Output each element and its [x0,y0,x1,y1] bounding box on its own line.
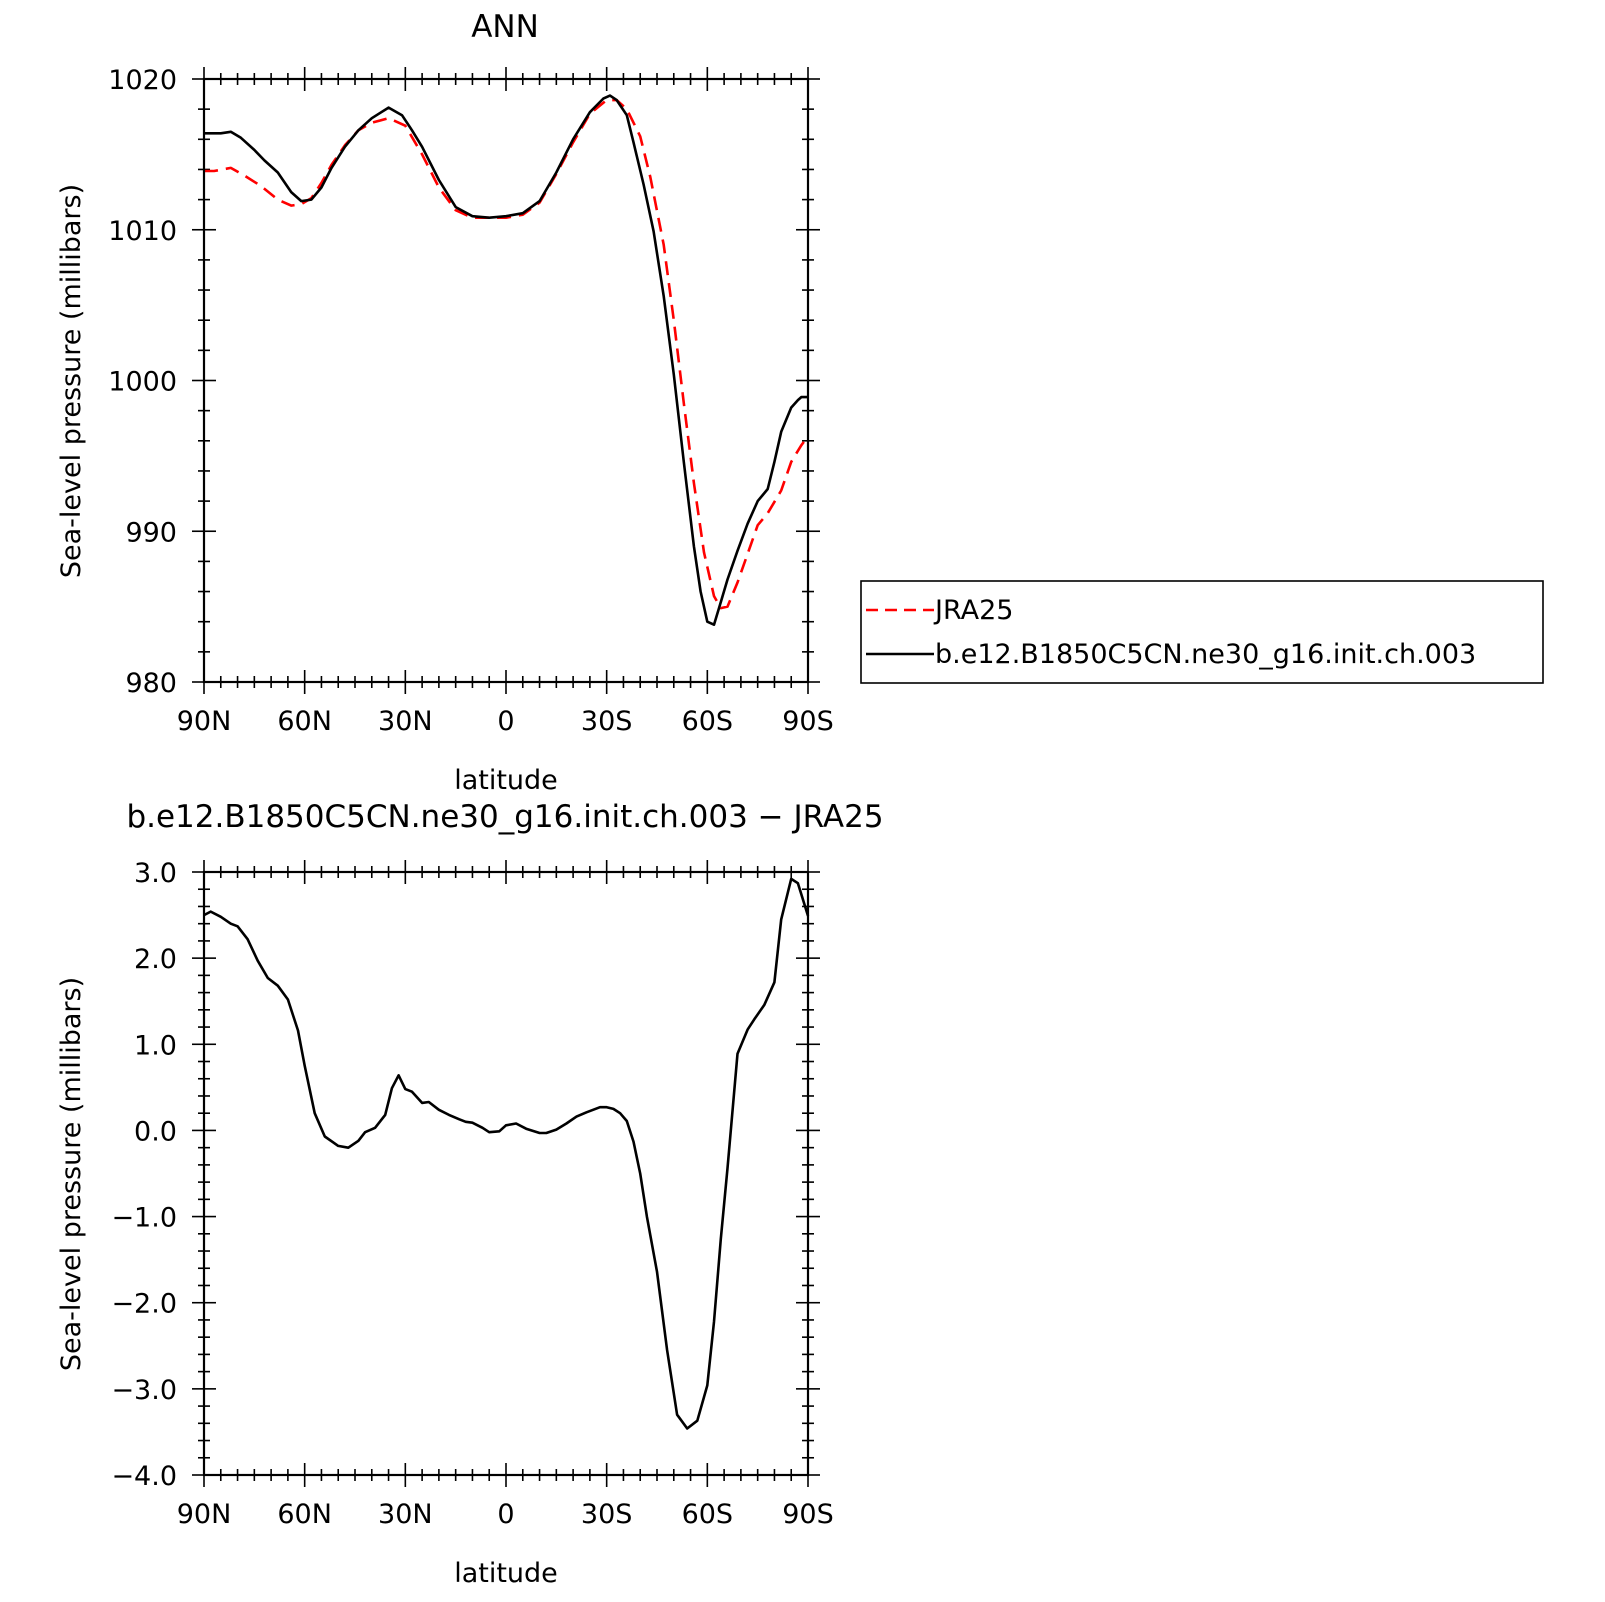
y-tick-label: −2.0 [111,1289,177,1320]
y-tick-label: 1.0 [134,1030,177,1061]
top-x-axis-label: latitude [454,765,558,796]
y-tick-label: 980 [125,668,177,699]
top-y-axis-label: Sea-level pressure (millibars) [56,184,87,578]
y-tick-label: 1000 [108,367,177,398]
y-tick-label: 2.0 [134,944,177,975]
y-tick-label: 1020 [108,65,177,96]
bottom-plot-lines [203,877,810,1430]
legend-box [860,580,1544,684]
legend-entry-model: b.e12.B1850C5CN.ne30_g16.init.ch.003 [935,639,1476,670]
y-tick-label: −4.0 [111,1461,177,1492]
y-tick-label: 990 [125,517,177,548]
top-x-tick-labels: 90N 60N 30N 0 30S 60S 90S [177,706,834,737]
y-tick-label: 3.0 [134,858,177,889]
series-line-1 [204,98,810,610]
x-tick-label: 60N [277,1499,332,1530]
legend-entry-jra25: JRA25 [933,595,1013,626]
x-tick-label: 30N [378,1499,433,1530]
y-tick-label: 0.0 [134,1116,177,1147]
y-tick-label: 1010 [108,216,177,247]
top-y-tick-labels: 980 990 1000 1010 1020 [108,65,177,699]
bottom-x-axis-label: latitude [454,1558,558,1589]
bottom-y-axis-label: Sea-level pressure (millibars) [56,977,87,1371]
x-tick-label: 90S [782,706,834,737]
bottom-chart-title: b.e12.B1850C5CN.ne30_g16.init.ch.003 − J… [126,799,883,835]
top-chart-title: ANN [471,9,539,45]
series-line-1 [203,877,810,1430]
top-plot-frame [202,77,810,684]
legend: JRA25 b.e12.B1850C5CN.ne30_g16.init.ch.0… [860,580,1544,684]
x-tick-label: 60S [682,706,734,737]
x-tick-label: 30S [581,706,633,737]
x-tick-label: 90N [177,706,232,737]
bottom-x-tick-labels: 90N 60N 30N 0 30S 60S 90S [177,1499,834,1530]
bottom-panel: b.e12.B1850C5CN.ne30_g16.init.ch.003 − J… [56,799,884,1589]
y-tick-label: −1.0 [111,1203,177,1234]
top-axis-ticks [192,67,820,694]
x-tick-label: 90N [177,1499,232,1530]
x-tick-label: 60N [277,706,332,737]
bottom-plot-frame [202,870,810,1477]
x-tick-label: 0 [497,706,514,737]
series-line-2 [204,94,808,627]
bottom-y-tick-labels: −4.0 −3.0 −2.0 −1.0 0.0 1.0 2.0 3.0 [111,858,177,1492]
x-tick-label: 60S [682,1499,734,1530]
x-tick-label: 30N [378,706,433,737]
x-tick-label: 0 [497,1499,514,1530]
x-tick-label: 90S [782,1499,834,1530]
top-panel: ANN 90N 60N 30N 0 30S 60S 90S 980 990 1000 1010 10… [56,9,834,796]
y-tick-label: −3.0 [111,1375,177,1406]
x-tick-label: 30S [581,1499,633,1530]
top-plot-lines [204,94,810,627]
